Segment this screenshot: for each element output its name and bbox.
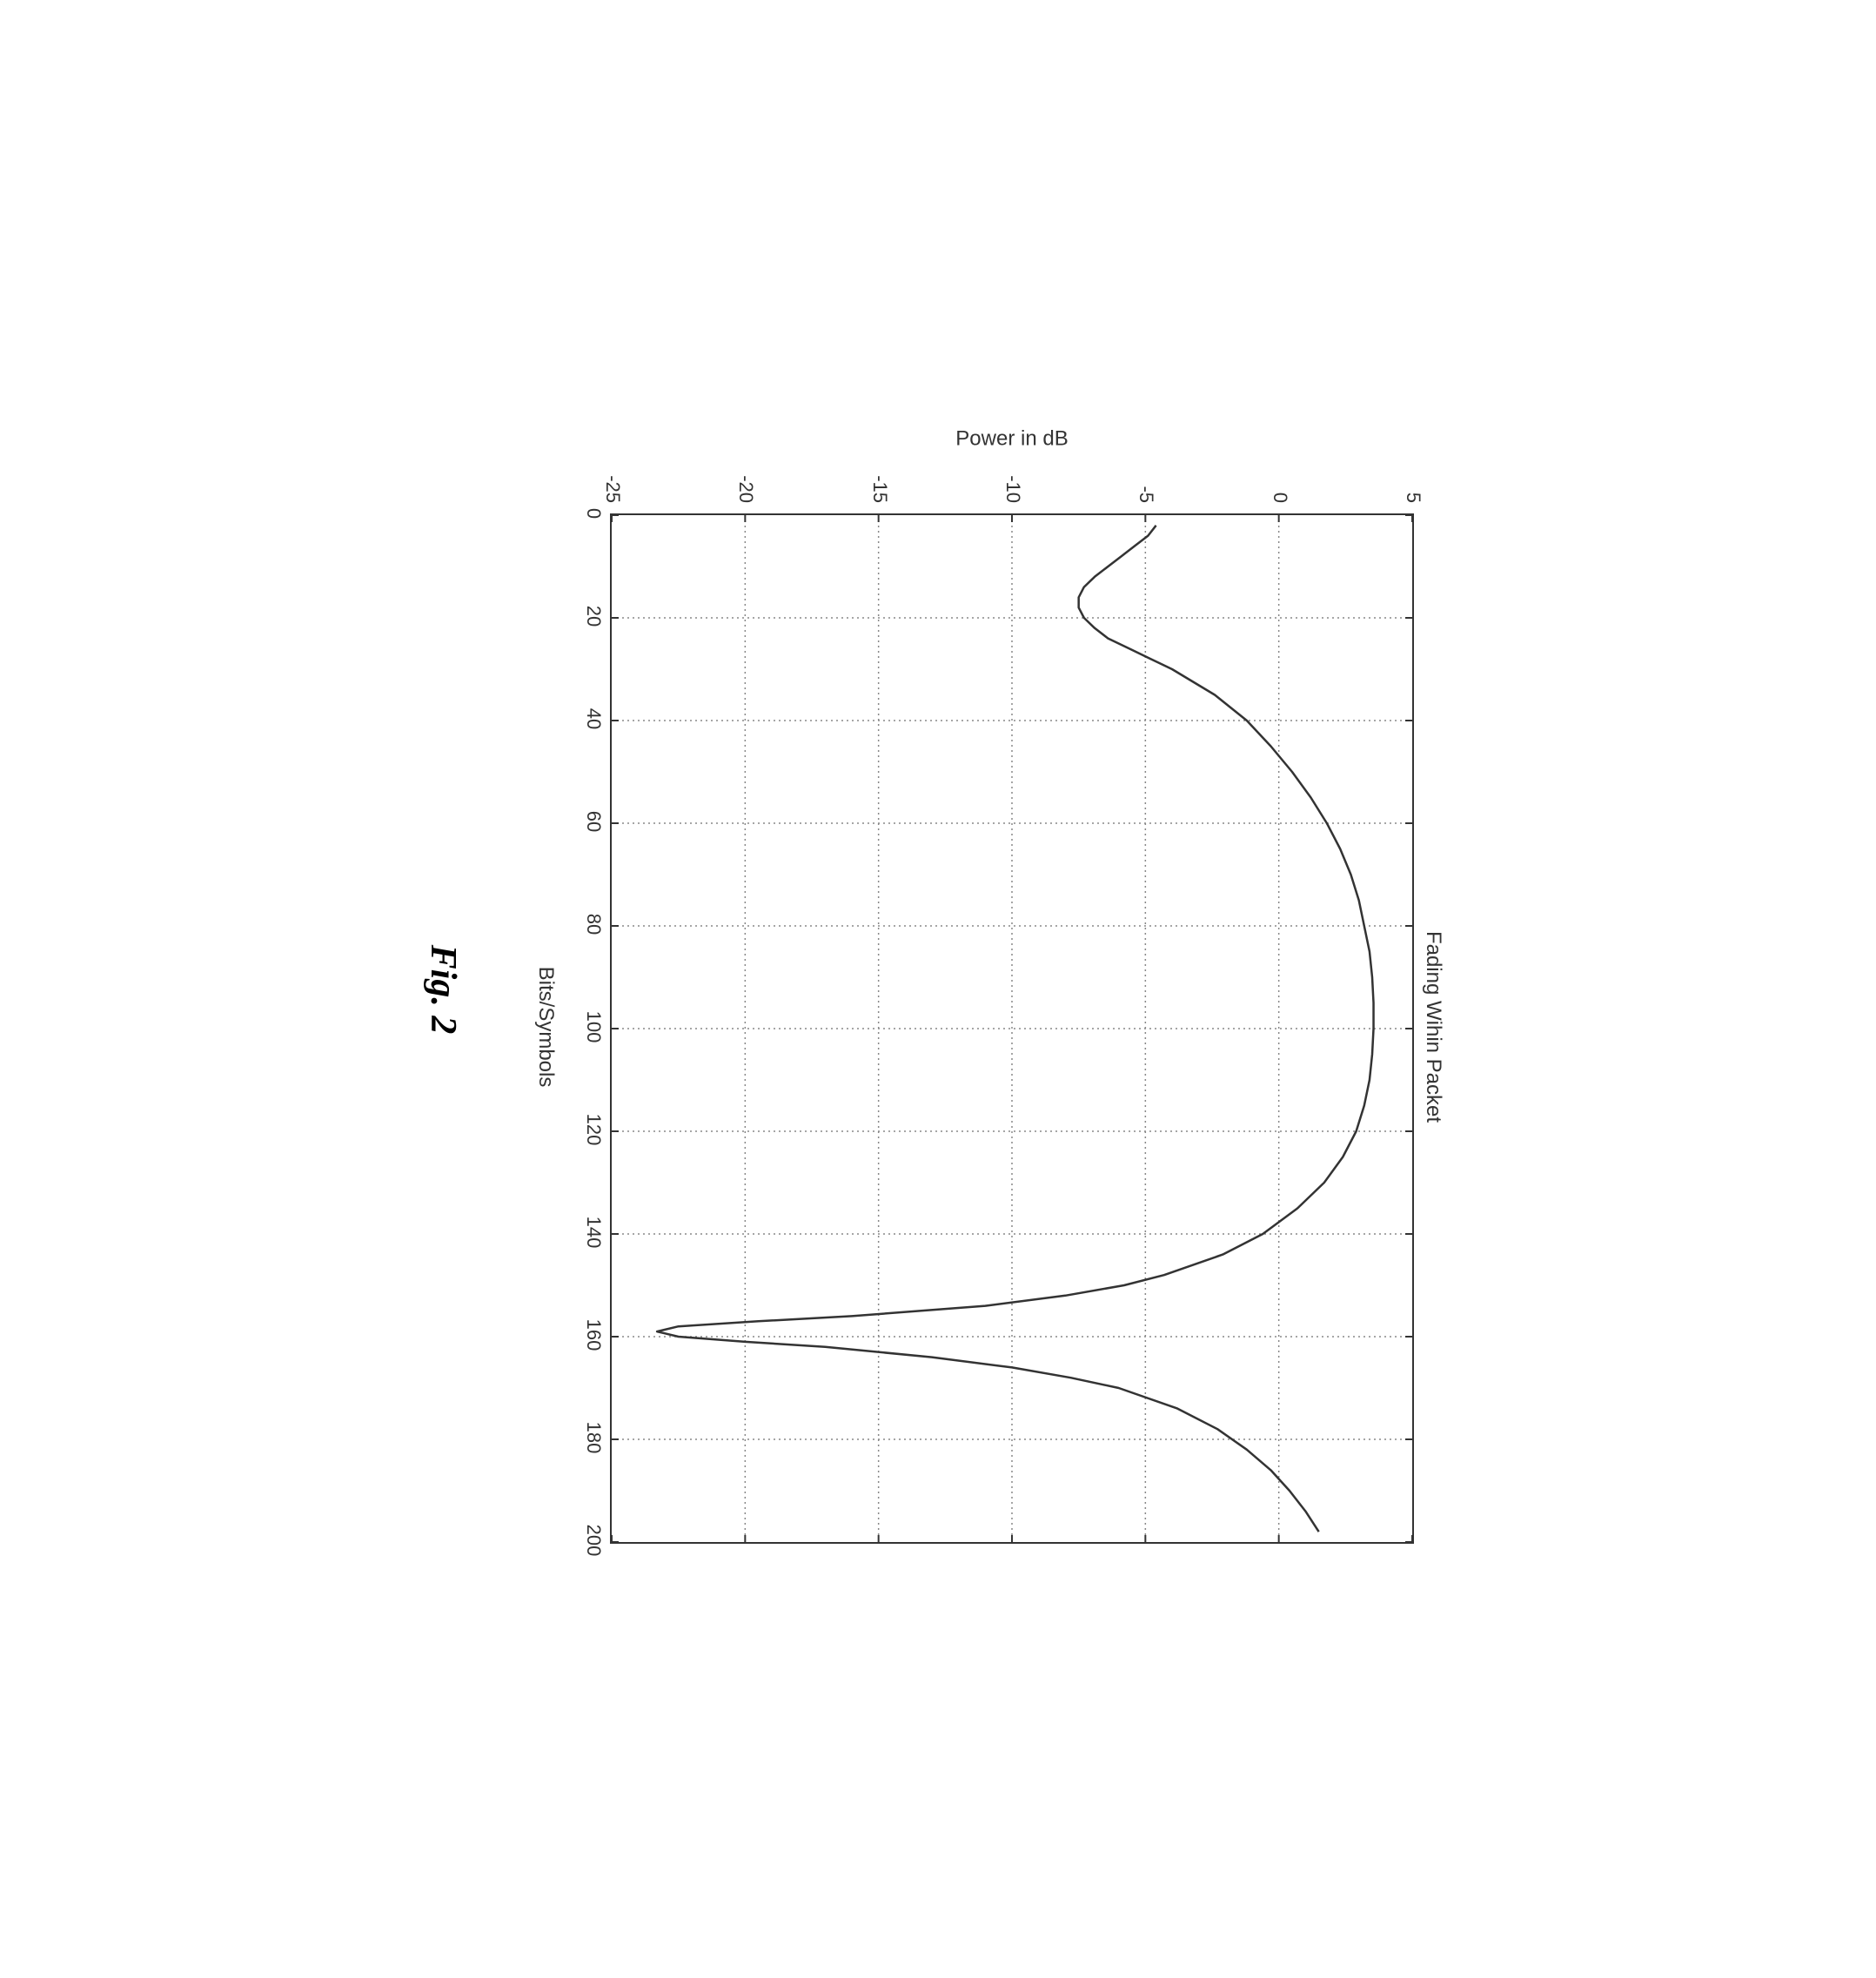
y-tick-label: 0 — [1269, 435, 1291, 503]
x-tick-label: 120 — [582, 1112, 605, 1147]
plot-box — [610, 513, 1414, 1544]
x-axis-label: Bits/Symbols — [533, 513, 558, 1540]
x-tick-label: 100 — [582, 1009, 605, 1044]
chart-title: Fading Wihin Packet — [1421, 513, 1445, 1540]
x-tick-label: 140 — [582, 1215, 605, 1250]
y-tick-label: -5 — [1135, 435, 1157, 503]
plot-region: Power in dB -25-20-15-10-505 02040608010… — [584, 435, 1414, 1544]
y-tick-label: -10 — [1002, 435, 1024, 503]
y-tick-label: -15 — [868, 435, 891, 503]
x-tick-label: 180 — [582, 1420, 605, 1455]
chart-svg — [612, 515, 1412, 1542]
chart-area: Fading Wihin Packet Power in dB -25-20-1… — [533, 435, 1454, 1544]
x-tick-label: 80 — [582, 907, 605, 942]
y-tick-label: 5 — [1402, 435, 1424, 503]
x-tick-label: 60 — [582, 804, 605, 839]
y-tick-label: -20 — [734, 435, 757, 503]
y-ticks: -25-20-15-10-505 — [613, 435, 1414, 513]
x-ticks: 020406080100120140160180200 — [584, 513, 610, 1540]
x-tick-label: 40 — [582, 701, 605, 736]
figure-caption: Fig. 2 — [422, 944, 464, 1034]
x-tick-label: 200 — [582, 1523, 605, 1558]
x-tick-label: 0 — [582, 496, 605, 531]
x-tick-label: 20 — [582, 599, 605, 634]
y-tick-label: -25 — [601, 435, 624, 503]
x-tick-label: 160 — [582, 1318, 605, 1352]
figure: Fading Wihin Packet Power in dB -25-20-1… — [422, 435, 1454, 1544]
grid-lines — [612, 515, 1412, 1542]
rotated-container: Fading Wihin Packet Power in dB -25-20-1… — [422, 435, 1454, 1544]
